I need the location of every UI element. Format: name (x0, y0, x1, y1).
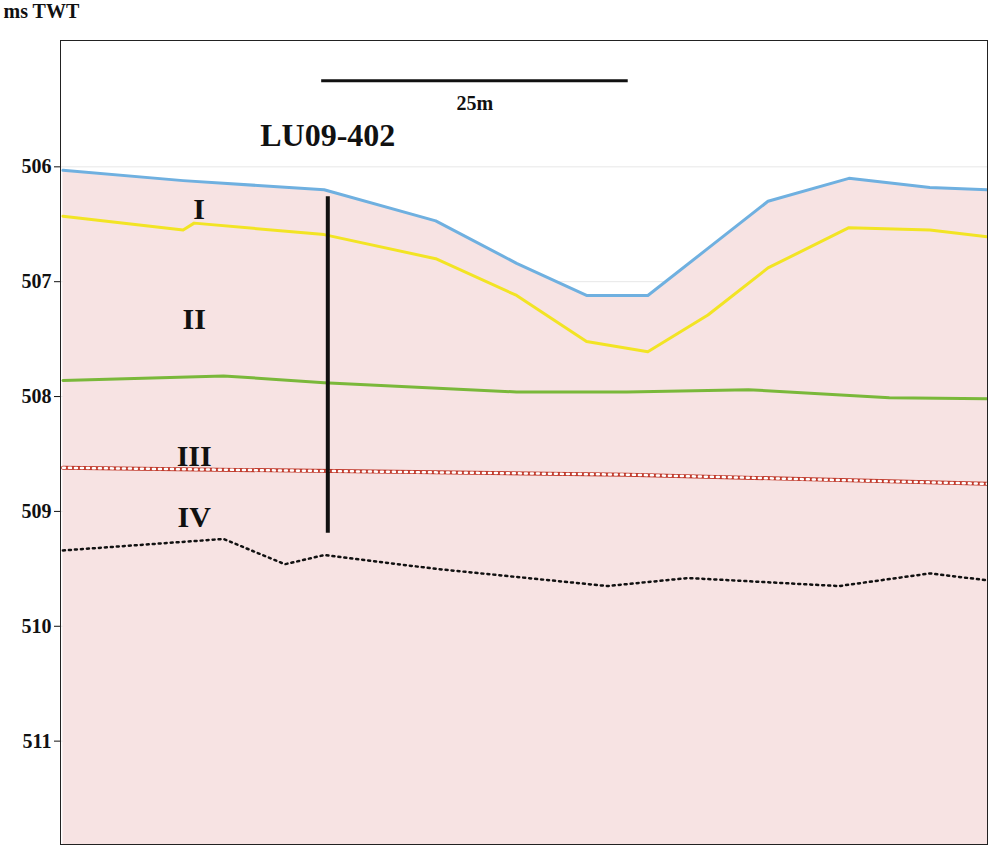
svg-text:II: II (182, 302, 205, 335)
svg-text:511: 511 (23, 730, 52, 752)
svg-text:LU09-402: LU09-402 (260, 117, 395, 153)
svg-text:I: I (193, 192, 205, 225)
svg-text:507: 507 (22, 270, 52, 292)
svg-text:508: 508 (22, 385, 52, 407)
svg-text:25m: 25m (457, 92, 494, 114)
svg-text:510: 510 (22, 615, 52, 637)
svg-text:506: 506 (22, 155, 52, 177)
svg-text:III: III (177, 439, 212, 472)
svg-text:IV: IV (177, 500, 211, 533)
svg-text:ms TWT: ms TWT (4, 0, 80, 22)
svg-text:509: 509 (22, 500, 52, 522)
